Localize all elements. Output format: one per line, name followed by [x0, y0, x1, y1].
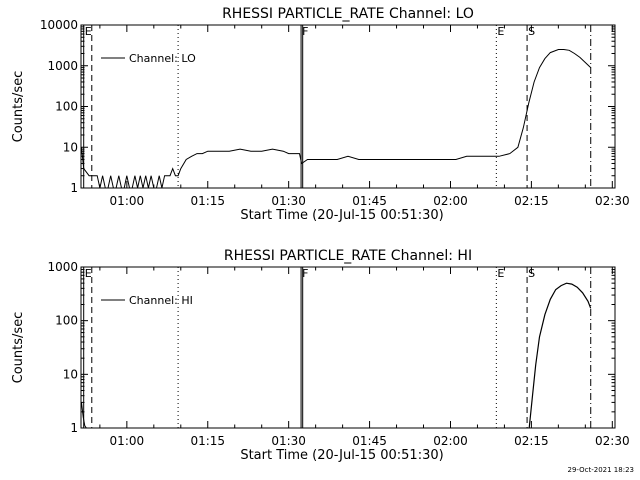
- hi-x-tick-label: 01:00: [110, 434, 145, 448]
- lo-event-marker-label: F: [302, 25, 308, 38]
- hi-x-tick-label: 02:30: [595, 434, 630, 448]
- lo-x-tick-label: 02:15: [514, 194, 549, 208]
- lo-x-tick-label: 01:30: [271, 194, 306, 208]
- hi-y-tick-label: 10: [63, 367, 78, 381]
- hi-x-tick-label: 01:45: [352, 434, 387, 448]
- lo-legend-label: Channel: LO: [129, 52, 196, 65]
- lo-y-tick-label: 10: [63, 140, 78, 154]
- hi-x-axis-label: Start Time (20-Jul-15 00:51:30): [240, 448, 443, 463]
- lo-series-line: [81, 49, 592, 189]
- hi-y-tick-label: 1: [70, 421, 78, 435]
- lo-x-axis-label: Start Time (20-Jul-15 00:51:30): [240, 208, 443, 223]
- lo-x-tick-label: 01:45: [352, 194, 387, 208]
- lo-event-marker-label: S: [528, 25, 535, 38]
- hi-x-tick-label: 01:15: [190, 434, 225, 448]
- hi-event-marker-label: S: [528, 267, 535, 280]
- hi-plot-frame: [80, 266, 616, 429]
- lo-event-marker-label: E: [497, 25, 504, 38]
- lo-y-tick-label: 100: [55, 100, 78, 114]
- hi-event-marker-label: E: [85, 267, 92, 280]
- hi-series-line: [528, 282, 592, 429]
- plot-timestamp: 29-Oct-2021 18:23: [567, 466, 634, 474]
- hi-legend-label: Channel: HI: [129, 294, 193, 307]
- lo-channel-panel: RHESSI PARTICLE_RATE Channel: LO 01:00 01:…: [11, 6, 630, 223]
- lo-chart-title: RHESSI PARTICLE_RATE Channel: LO: [222, 6, 474, 22]
- hi-x-tick-label: 02:15: [514, 434, 549, 448]
- hi-y-tick-label: 1000: [47, 260, 78, 274]
- lo-y-tick-label: 1: [70, 181, 78, 195]
- hi-event-marker-label: F: [302, 267, 308, 280]
- lo-x-tick-label: 01:15: [190, 194, 225, 208]
- lo-x-tick-label: 02:00: [433, 194, 468, 208]
- hi-x-tick-label: 01:30: [271, 434, 306, 448]
- hi-chart-title: RHESSI PARTICLE_RATE Channel: HI: [224, 248, 472, 264]
- hi-event-marker-label: E: [497, 267, 504, 280]
- lo-y-axis-label: Counts/sec: [11, 71, 26, 143]
- lo-x-tick-label: 01:00: [110, 194, 145, 208]
- lo-event-marker-label: E: [85, 25, 92, 38]
- lo-y-tick-label: 10000: [40, 18, 78, 32]
- lo-x-tick-label: 02:30: [595, 194, 630, 208]
- hi-series-line: [81, 402, 87, 429]
- hi-y-tick-label: 100: [55, 314, 78, 328]
- hi-channel-panel: RHESSI PARTICLE_RATE Channel: HI 01:00 01:…: [11, 248, 630, 463]
- lo-y-tick-label: 1000: [47, 59, 78, 73]
- hi-y-axis-label: Counts/sec: [11, 312, 26, 384]
- hi-x-tick-label: 02:00: [433, 434, 468, 448]
